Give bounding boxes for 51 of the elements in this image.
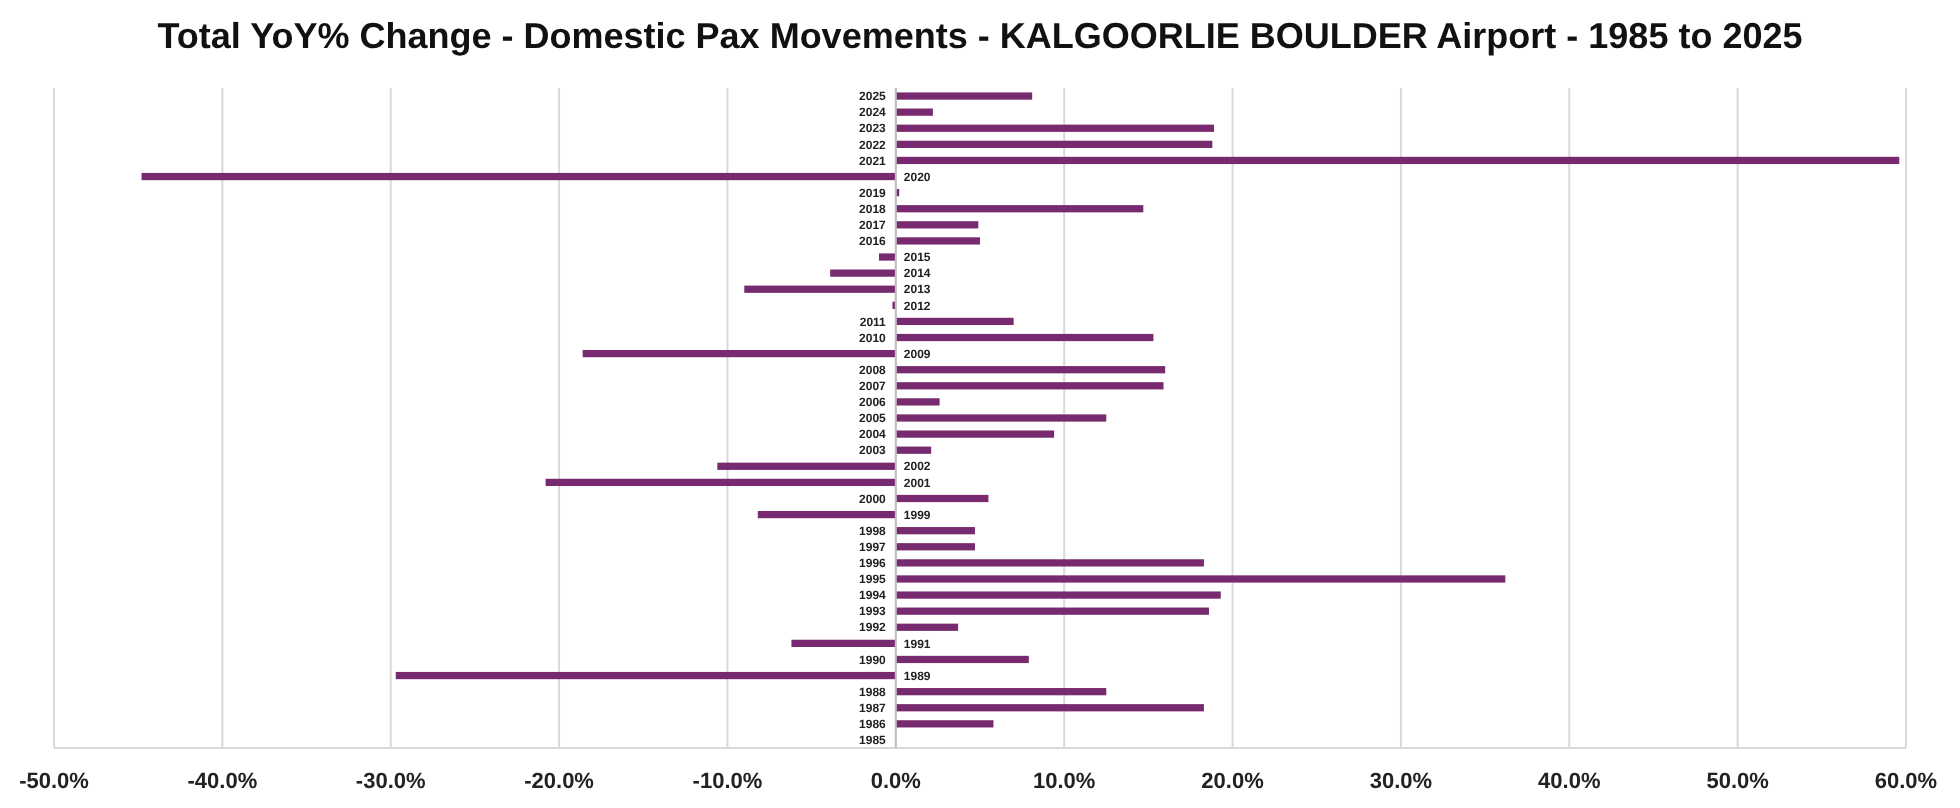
bar <box>757 510 896 519</box>
bar <box>582 349 896 358</box>
x-tick-label: 60.0% <box>1874 770 1938 794</box>
x-tick-label: -20.0% <box>524 770 595 794</box>
chart-title: Total YoY% Change - Domestic Pax Movements - KALGOORLIE BOULDER Airport - 1985 to 2025 <box>157 16 1803 56</box>
bar <box>895 655 1029 664</box>
bar <box>717 462 896 470</box>
bar <box>895 543 975 551</box>
bar <box>895 398 940 406</box>
bar <box>895 205 1144 213</box>
x-tick-label: 50.0% <box>1706 770 1770 794</box>
bar <box>895 446 932 454</box>
bar <box>895 559 1204 567</box>
bar <box>895 108 933 116</box>
x-tick-label: 10.0% <box>1032 770 1096 794</box>
bar <box>895 366 1166 374</box>
bar <box>895 494 989 503</box>
bar <box>895 124 1215 132</box>
bar <box>895 688 1107 696</box>
bar <box>895 317 1014 326</box>
bar <box>895 527 975 535</box>
bar <box>744 285 896 293</box>
x-tick-label: 30.0% <box>1369 770 1433 794</box>
bar <box>895 623 959 631</box>
bar <box>895 575 1506 583</box>
x-tick-label: 0.0% <box>870 770 922 794</box>
bar <box>895 414 1107 422</box>
bar <box>895 430 1055 438</box>
bar <box>895 237 980 245</box>
bar <box>895 591 1221 599</box>
x-tick-label: -50.0% <box>19 770 90 794</box>
bar <box>545 478 896 487</box>
bar <box>830 269 896 277</box>
x-tick-label: -40.0% <box>187 770 258 794</box>
x-tick-label: -30.0% <box>355 770 427 794</box>
bar <box>895 92 1033 100</box>
x-tick-label: 20.0% <box>1201 770 1265 794</box>
bar <box>895 140 1213 148</box>
bar <box>895 333 1154 342</box>
bar <box>395 671 896 680</box>
bar <box>895 382 1164 390</box>
bar <box>878 253 896 261</box>
bar <box>895 720 994 728</box>
bar <box>895 221 979 229</box>
bar <box>895 607 1209 615</box>
x-tick-label: 40.0% <box>1538 770 1601 794</box>
bar <box>141 172 896 181</box>
x-tick-label: -10.0% <box>692 770 763 794</box>
bar <box>895 156 1900 165</box>
bar <box>895 704 1204 712</box>
bar <box>791 639 896 647</box>
